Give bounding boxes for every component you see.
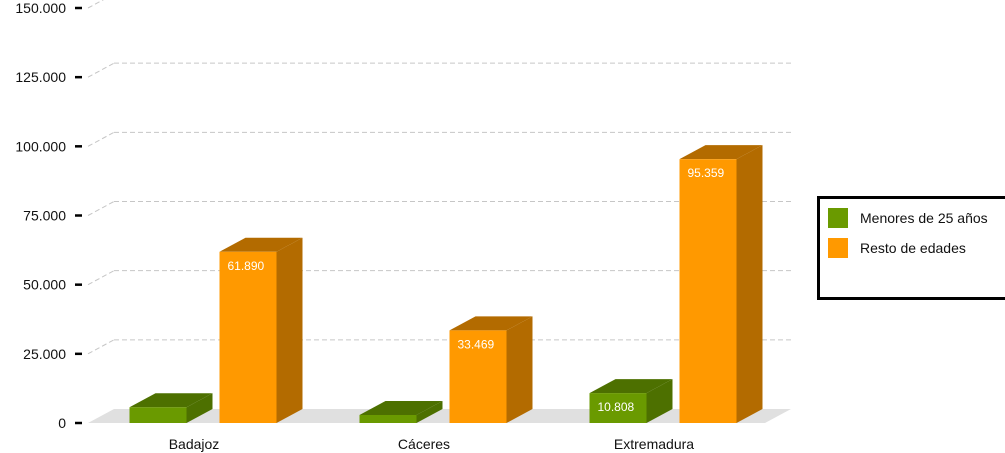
gridline-diagonal <box>87 339 115 355</box>
bar-top <box>589 379 673 394</box>
bar <box>449 330 507 423</box>
legend-label: Resto de edades <box>860 240 966 256</box>
x-tick-label: Extremadura <box>614 436 694 452</box>
y-tick-label: 75.000 <box>23 208 66 224</box>
y-tick-label: 150.000 <box>15 0 66 16</box>
y-tick-label: 25.000 <box>23 346 66 362</box>
bar <box>359 414 417 423</box>
bar <box>679 159 737 423</box>
gridline-diagonal <box>87 270 115 286</box>
bar-top <box>679 145 763 160</box>
bar-side <box>646 379 673 423</box>
bars <box>129 145 763 423</box>
legend-swatch <box>828 208 848 228</box>
bar-side <box>736 145 763 423</box>
data-label: 10.808 <box>598 400 635 414</box>
gridline-diagonal <box>87 201 115 216</box>
bar-side <box>506 316 533 423</box>
y-tick-label: 50.000 <box>23 277 66 293</box>
bar-top <box>219 237 303 252</box>
data-label: 61.890 <box>228 259 265 273</box>
y-tick-label: 0 <box>58 415 66 431</box>
bar-side <box>276 237 303 423</box>
gridline-diagonal <box>87 131 115 147</box>
legend-box <box>817 196 1005 300</box>
gridline-diagonal <box>87 0 104 9</box>
bar-side <box>416 400 443 423</box>
legend-swatch <box>828 238 848 258</box>
gridline-diagonal <box>87 62 115 78</box>
bar <box>129 407 187 423</box>
x-tick-label: Badajoz <box>169 436 220 452</box>
data-label: 95.359 <box>688 166 725 180</box>
y-tick-label: 125.000 <box>15 69 66 85</box>
bar-top <box>359 400 443 415</box>
bar <box>219 251 277 423</box>
bar <box>589 393 647 423</box>
legend: Menores de 25 años Resto de edades <box>817 196 1005 300</box>
bar-top <box>449 316 533 331</box>
legend-label: Menores de 25 años <box>860 210 988 226</box>
y-axis: 0 25.000 50.000 75.000 100.000 125.000 150.000 <box>15 0 82 431</box>
y-tick-label: 100.000 <box>15 138 66 154</box>
labels: 61.890 Badajoz 33.469 Cáceres 10.808 95.359 Ex… <box>169 166 725 452</box>
data-label: 33.469 <box>458 337 495 351</box>
bar-side <box>186 393 213 423</box>
x-tick-label: Cáceres <box>398 436 450 452</box>
bar-top <box>129 393 213 408</box>
